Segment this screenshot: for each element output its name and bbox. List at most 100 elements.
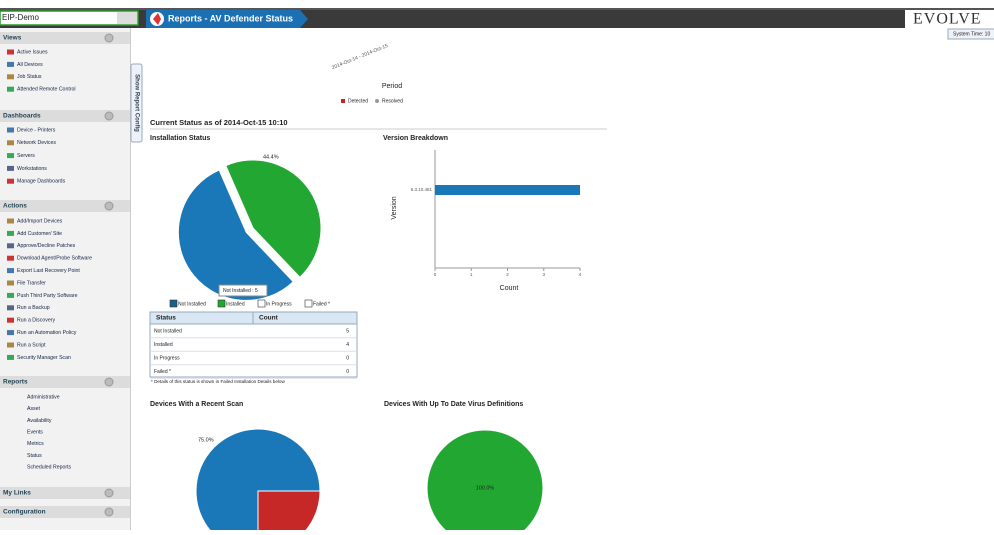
section-title: Reports (3, 379, 28, 386)
column-header: Status (156, 315, 176, 322)
nav-item[interactable]: Manage Dashboards (17, 179, 66, 185)
top-line (0, 8, 994, 10)
nav-item[interactable]: Asset (27, 406, 41, 412)
nav-item[interactable]: Approve/Decline Patches (17, 243, 76, 249)
pie-slice (257, 490, 321, 535)
current-status: Current Status as of 2014-Oct-15 10:10 (150, 118, 288, 127)
cell: 4 (346, 342, 349, 348)
item-icon (7, 140, 14, 146)
chart-title: Devices With Up To Date Virus Definition… (384, 401, 523, 408)
nav-item[interactable]: File Transfer (17, 280, 46, 286)
pie-label: 44.4% (263, 154, 279, 160)
report-config-tab[interactable] (130, 63, 143, 143)
nav-item[interactable]: Events (27, 429, 43, 435)
section-header[interactable] (0, 506, 130, 518)
item-icon (7, 127, 14, 133)
section-header[interactable] (0, 376, 130, 388)
note: * Details of this status is shown in Fai… (151, 379, 285, 384)
y-axis-label: Version (391, 196, 398, 219)
collapse-button[interactable] (104, 507, 114, 517)
nav-item[interactable]: Metrics (27, 441, 44, 447)
nav-item[interactable]: Availability (27, 418, 52, 424)
breadcrumb (146, 10, 308, 28)
nav-item[interactable]: Servers (17, 153, 35, 159)
nav-item[interactable]: Attended Remote Control (17, 87, 76, 93)
nav-item[interactable]: Security Manager Scan (17, 355, 71, 361)
legend-label: Detected (348, 98, 368, 104)
system-time-box (947, 28, 994, 40)
chart-title: Version Breakdown (383, 135, 448, 142)
nav-item[interactable]: Run a Script (17, 342, 46, 348)
item-icon (7, 255, 14, 261)
nav-item[interactable]: All Devices (17, 62, 43, 68)
legend-label: Not Installed (178, 301, 206, 307)
nav-item[interactable]: Download Agent/Probe Software (17, 256, 92, 262)
item-icon (7, 230, 14, 236)
cell: 0 (346, 369, 349, 375)
item-icon (7, 268, 14, 274)
nav-item[interactable]: Job Status (17, 74, 42, 80)
section-title: Configuration (3, 509, 46, 516)
cell: 0 (346, 355, 349, 361)
legend-swatch (257, 299, 266, 308)
sidebar-border (130, 28, 131, 530)
y-tick-label: 5.3.10.481 (411, 187, 433, 192)
breadcrumb-icon-mark (153, 13, 161, 25)
section-header[interactable] (0, 32, 130, 44)
nav-item[interactable]: Push Third Party Software (17, 293, 78, 299)
nav-item[interactable]: Run an Automation Policy (17, 330, 77, 336)
x-tick-label: 4 (579, 272, 582, 277)
customer-select[interactable] (0, 10, 139, 26)
collapse-button[interactable] (104, 33, 114, 43)
legend-swatch (304, 299, 313, 308)
nav-item[interactable]: Add Customer/ Site (17, 231, 62, 237)
nav-item[interactable]: Add/Import Devices (17, 218, 63, 224)
select-arrow[interactable] (117, 12, 137, 24)
pie-label: 75.0% (198, 437, 214, 443)
pie-slice (225, 159, 322, 278)
nav-item[interactable]: Workstations (17, 166, 47, 172)
pie-slice (177, 169, 294, 301)
tooltip-text: Not Installed : 5 (223, 288, 258, 294)
chart-title: Installation Status (150, 135, 210, 142)
nav-item[interactable]: Run a Discovery (17, 318, 55, 324)
nav-item[interactable]: Network Devices (17, 140, 56, 146)
collapse-button[interactable] (104, 201, 114, 211)
nav-item[interactable]: Device - Printers (17, 127, 56, 133)
nav-item[interactable]: Scheduled Reports (27, 465, 72, 471)
collapse-button[interactable] (104, 377, 114, 387)
section-header[interactable] (0, 110, 130, 122)
legend-swatch (341, 99, 345, 103)
collapse-button[interactable] (104, 111, 114, 121)
x-axis-label: Count (500, 285, 519, 292)
section-header[interactable] (0, 200, 130, 212)
report-config-label: Show Report Config (133, 74, 139, 132)
pie-slice (426, 429, 544, 535)
legend-label: Installed (226, 301, 245, 307)
tooltip (218, 284, 268, 297)
logo: EVOLVE (913, 11, 982, 28)
item-icon (7, 317, 14, 323)
system-time: System Time: 10 (953, 31, 990, 37)
bar (435, 185, 580, 195)
legend-label: Resolved (382, 98, 403, 104)
breadcrumb-text: Reports - AV Defender Status (168, 13, 293, 23)
customer-name: EIP-Demo (2, 13, 39, 22)
item-icon (7, 342, 14, 348)
section-title: Dashboards (3, 113, 41, 120)
nav-item[interactable]: Active Issues (17, 49, 48, 55)
x-tick-label: 0 (434, 272, 437, 277)
nav-item[interactable]: Run a Backup (17, 305, 50, 311)
legend-label: In Progress (266, 301, 292, 307)
nav-item[interactable]: Administrative (27, 394, 60, 400)
item-icon (7, 330, 14, 336)
legend-swatch (375, 99, 379, 103)
item-icon (7, 49, 14, 55)
nav-item[interactable]: Status (27, 453, 42, 459)
section-header[interactable] (0, 487, 130, 499)
item-icon (7, 153, 14, 159)
column-header: Count (259, 315, 279, 322)
nav-item[interactable]: Export Last Recovery Point (17, 268, 80, 274)
collapse-button[interactable] (104, 488, 114, 498)
